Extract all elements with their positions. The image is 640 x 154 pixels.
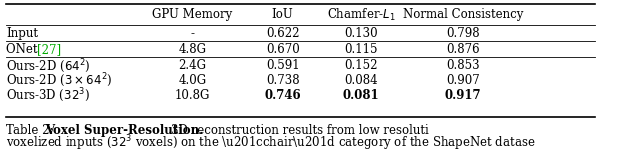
Text: 10.8G: 10.8G <box>175 89 210 102</box>
Text: 0.670: 0.670 <box>266 43 300 56</box>
Text: 0.115: 0.115 <box>344 43 378 56</box>
Text: Ours-2D ($64^2$): Ours-2D ($64^2$) <box>6 57 90 75</box>
Text: 4.8G: 4.8G <box>179 43 207 56</box>
Text: 2.4G: 2.4G <box>179 59 207 72</box>
Text: 0.853: 0.853 <box>446 59 480 72</box>
Text: 3D reconstruction results from low resoluti: 3D reconstruction results from low resol… <box>172 124 429 137</box>
Text: 0.130: 0.130 <box>344 27 378 40</box>
Text: IoU: IoU <box>272 8 294 21</box>
Text: 0.907: 0.907 <box>446 74 480 87</box>
Text: 4.0G: 4.0G <box>179 74 207 87</box>
Text: ONet: ONet <box>6 43 41 56</box>
Text: Table 2:: Table 2: <box>6 124 57 137</box>
Text: Normal Consistency: Normal Consistency <box>403 8 524 21</box>
Text: voxelized inputs ($32^3$ voxels) on the \u201cchair\u201d category of the ShapeN: voxelized inputs ($32^3$ voxels) on the … <box>6 134 536 153</box>
Text: Ours-3D ($32^3$): Ours-3D ($32^3$) <box>6 86 90 104</box>
Text: Voxel Super-Resolution.: Voxel Super-Resolution. <box>45 124 204 137</box>
Text: 0.746: 0.746 <box>264 89 301 102</box>
Text: 0.591: 0.591 <box>266 59 300 72</box>
Text: 0.798: 0.798 <box>446 27 480 40</box>
Text: 0.738: 0.738 <box>266 74 300 87</box>
Text: GPU Memory: GPU Memory <box>152 8 232 21</box>
Text: Input: Input <box>6 27 38 40</box>
Text: Ours-2D ($3 \times 64^2$): Ours-2D ($3 \times 64^2$) <box>6 72 113 89</box>
Text: -: - <box>191 27 195 40</box>
Text: 0.081: 0.081 <box>342 89 379 102</box>
Text: 0.622: 0.622 <box>266 27 300 40</box>
Text: [27]: [27] <box>36 43 61 56</box>
Text: 0.152: 0.152 <box>344 59 378 72</box>
Text: Chamfer-$L_1$: Chamfer-$L_1$ <box>326 7 395 23</box>
Text: 0.084: 0.084 <box>344 74 378 87</box>
Text: 0.917: 0.917 <box>445 89 481 102</box>
Text: 0.876: 0.876 <box>446 43 480 56</box>
